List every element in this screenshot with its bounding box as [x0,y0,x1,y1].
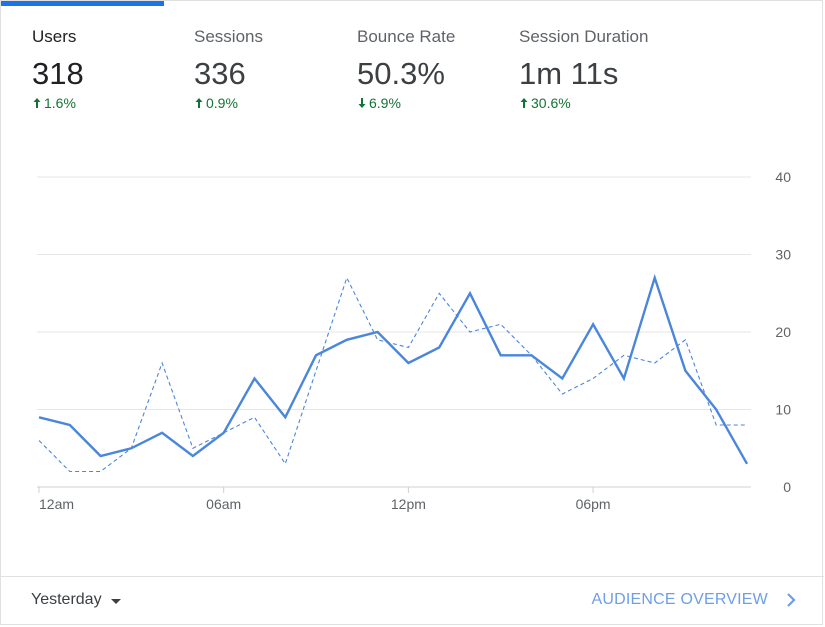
x-tick-label: 06pm [576,496,611,512]
metric-tab-bounce-rate[interactable]: Bounce Rate 50.3% 6.9% [357,26,517,112]
series-line-dashed [38,276,747,473]
audience-overview-label: AUDIENCE OVERVIEW [591,591,768,608]
x-tick-label: 12pm [391,496,426,512]
metric-delta: 0.9% [194,94,354,112]
date-range-label: Yesterday [31,591,102,608]
y-tick-label: 30 [775,247,791,263]
y-tick-label: 10 [775,402,791,418]
metric-delta: 6.9% [357,94,517,112]
y-tick-label: 40 [775,169,791,185]
metric-label: Session Duration [519,27,649,46]
arrow-up-icon [520,98,528,108]
metric-delta-value: 0.9% [206,95,238,111]
metric-tab-users[interactable]: Users 318 1.6% [32,26,192,112]
metric-label: Users [32,27,77,46]
metric-value: 1m 11s [519,56,619,91]
arrow-up-icon [33,98,41,108]
arrow-up-icon [195,98,203,108]
metric-value: 50.3% [357,56,445,91]
series-line-solid [38,273,749,465]
metric-delta: 1.6% [32,94,192,112]
arrow-down-icon [358,98,366,108]
y-tick-label: 20 [775,324,791,340]
y-tick-label: 0 [783,479,791,495]
metric-value: 336 [194,56,246,91]
metric-value: 318 [32,56,84,91]
x-tick-label: 06am [206,496,241,512]
users-line-chart: 0 10 20 30 40 12am 06am 12pm 06pm [37,169,791,512]
metric-tab-sessions[interactable]: Sessions 336 0.9% [194,26,354,112]
metric-delta-value: 6.9% [369,95,401,111]
audience-overview-link[interactable]: AUDIENCE OVERVIEW [592,591,796,609]
metric-delta-value: 1.6% [44,95,76,111]
chevron-right-icon [787,593,796,607]
metric-delta: 30.6% [519,94,719,112]
card-footer: Yesterday AUDIENCE OVERVIEW [1,576,824,626]
active-metric-indicator [1,1,164,6]
metric-delta-value: 30.6% [531,95,571,111]
x-tick-label: 12am [39,496,74,512]
date-range-dropdown[interactable]: Yesterday [31,591,121,609]
caret-down-icon [110,598,121,604]
metric-tab-session-duration[interactable]: Session Duration 1m 11s 30.6% [519,26,719,112]
metric-label: Bounce Rate [357,27,456,46]
metric-label: Sessions [194,27,263,46]
